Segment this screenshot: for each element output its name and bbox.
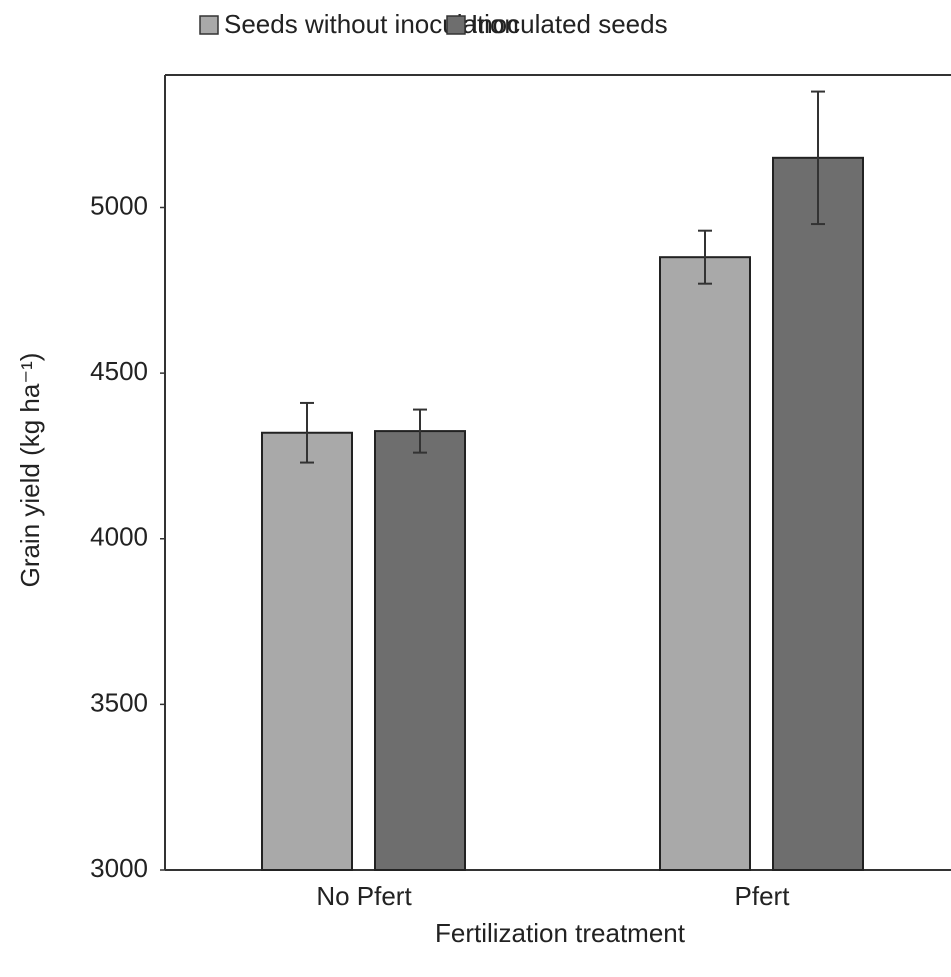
legend-swatch — [446, 15, 466, 35]
bar — [374, 430, 466, 871]
y-tick-label: 5000 — [90, 190, 148, 220]
bar — [659, 256, 751, 871]
y-tick-label: 4500 — [90, 356, 148, 386]
x-tick-label: No Pfert — [316, 881, 412, 911]
bar — [261, 431, 353, 871]
bar — [772, 156, 864, 871]
legend-label: Seeds without inoculation — [224, 9, 519, 39]
y-tick-label: 3000 — [90, 853, 148, 883]
y-tick-label: 3500 — [90, 687, 148, 717]
x-axis-title: Fertilization treatment — [435, 918, 686, 948]
legend-swatch — [199, 15, 219, 35]
legend-label: Inoculated seeds — [471, 9, 668, 39]
y-tick-label: 4000 — [90, 522, 148, 552]
x-tick-label: Pfert — [735, 881, 791, 911]
y-axis-title: Grain yield (kg ha⁻¹) — [15, 353, 45, 588]
